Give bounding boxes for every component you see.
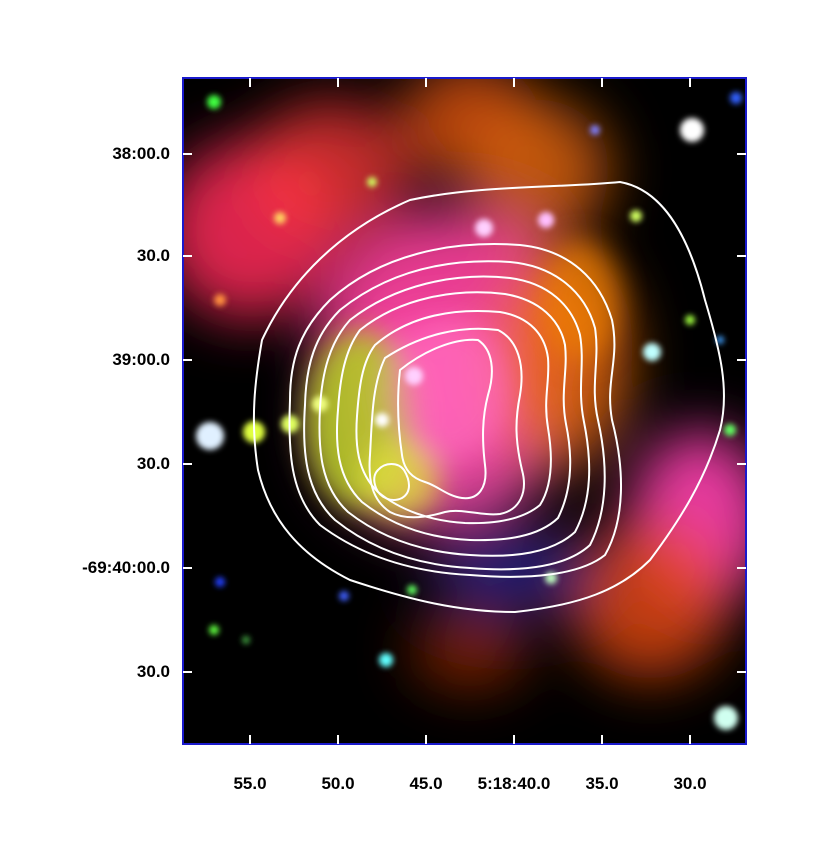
dec-tick-label: 30.0 (136, 454, 170, 473)
dec-tick-label: 30.0 (136, 246, 170, 265)
ra-tick-label: 55.0 (233, 774, 267, 793)
tick-marks (183, 78, 746, 744)
image-frame (182, 77, 747, 745)
ra-tick-label: 45.0 (409, 774, 443, 793)
ra-tick-label: 5:18:40.0 (477, 774, 551, 793)
ra-tick-label: 35.0 (585, 774, 619, 793)
dec-tick-label: -69:40:00.0 (82, 558, 170, 577)
ra-tick-label: 30.0 (673, 774, 707, 793)
image-panel (183, 78, 746, 744)
dec-tick-label: 30.0 (136, 662, 170, 681)
dec-tick-label: 38:00.0 (112, 144, 170, 163)
ra-tick-label: 50.0 (321, 774, 355, 793)
dec-tick-label: 39:00.0 (112, 350, 170, 369)
contours (252, 181, 725, 613)
